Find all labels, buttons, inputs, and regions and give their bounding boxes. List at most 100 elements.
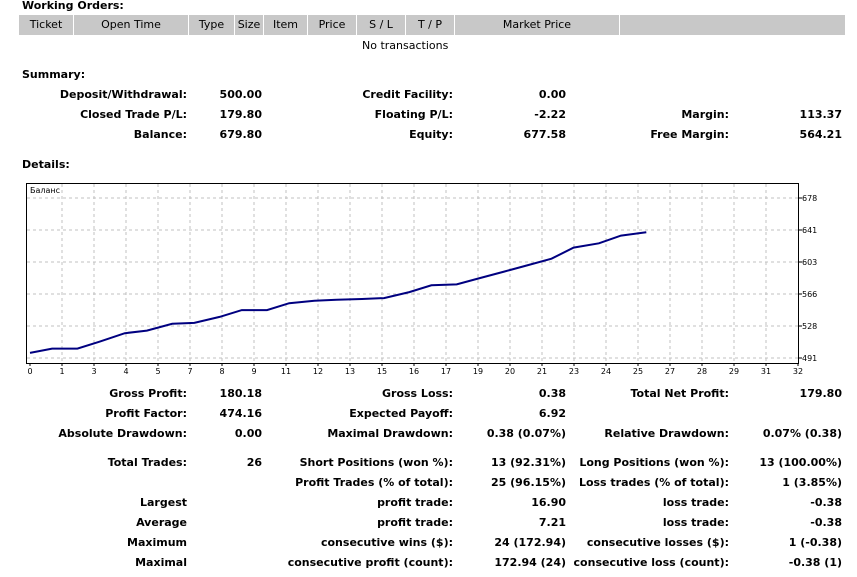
chart-x-tick-label: 4 <box>123 367 128 375</box>
largest-label: Largest <box>140 496 187 509</box>
maximal-label: Maximal <box>135 556 187 569</box>
loss-trades-label: Loss trades (% of total): <box>578 476 729 489</box>
relative-drawdown-value: 0.07% (0.38) <box>762 427 842 440</box>
chart-x-tick-label: 31 <box>761 367 771 375</box>
details-title: Details: <box>22 158 70 171</box>
profit-trades-value: 25 (96.15%) <box>490 476 566 489</box>
deposit-value: 500.00 <box>219 88 262 101</box>
long-positions-label: Long Positions (won %): <box>579 456 729 469</box>
chart-x-tick-label: 13 <box>345 367 355 375</box>
maximum-label: Maximum <box>127 536 187 549</box>
largest-profit-label: profit trade: <box>377 496 453 509</box>
chart-x-tick-label: 29 <box>729 367 739 375</box>
margin-value: 113.37 <box>799 108 842 121</box>
average-loss-label: loss trade: <box>662 516 729 529</box>
col-type[interactable]: Type <box>189 15 235 35</box>
largest-profit-value: 16.90 <box>531 496 566 509</box>
largest-loss-value: -0.38 <box>810 496 842 509</box>
credit-value: 0.00 <box>538 88 566 101</box>
total-trades-label: Total Trades: <box>107 456 187 469</box>
chart-x-tick-label: 24 <box>601 367 611 375</box>
credit-label: Credit Facility: <box>362 88 453 101</box>
long-positions-value: 13 (100.00%) <box>759 456 842 469</box>
col-price[interactable]: Price <box>308 15 357 35</box>
chart-x-tick-label: 15 <box>377 367 387 375</box>
chart-grid <box>27 184 802 366</box>
consecutive-loss-value: -0.38 (1) <box>788 556 842 569</box>
loss-trades-value: 1 (3.85%) <box>782 476 842 489</box>
margin-label: Margin: <box>681 108 729 121</box>
chart-x-tick-label: 21 <box>537 367 547 375</box>
absolute-drawdown-label: Absolute Drawdown: <box>58 427 187 440</box>
chart-x-tick-label: 23 <box>569 367 579 375</box>
average-profit-label: profit trade: <box>377 516 453 529</box>
consecutive-profit-label: consecutive profit (count): <box>287 556 453 569</box>
floating-pl-label: Floating P/L: <box>374 108 453 121</box>
chart-x-tick-label: 32 <box>793 367 803 375</box>
closed-pl-value: 179.80 <box>219 108 262 121</box>
col-market-price[interactable]: Market Price <box>455 15 620 35</box>
maximal-drawdown-value: 0.38 (0.07%) <box>486 427 566 440</box>
chart-x-tick-label: 5 <box>155 367 160 375</box>
no-transactions-text: No transactions <box>362 39 449 52</box>
relative-drawdown-label: Relative Drawdown: <box>604 427 729 440</box>
total-trades-value: 26 <box>246 456 262 469</box>
consecutive-losses-label: consecutive losses ($): <box>586 536 729 549</box>
col-tp[interactable]: T / P <box>406 15 455 35</box>
total-net-profit-value: 179.80 <box>799 387 842 400</box>
chart-x-tick-label: 8 <box>219 367 224 375</box>
chart-y-tick-label: 678 <box>802 194 817 203</box>
gross-profit-value: 180.18 <box>219 387 262 400</box>
free-margin-value: 564.21 <box>799 128 842 141</box>
gross-loss-label: Gross Loss: <box>382 387 453 400</box>
orders-table-header: Ticket Open Time Type Size Item Price S … <box>19 15 845 35</box>
col-size[interactable]: Size <box>235 15 264 35</box>
short-positions-value: 13 (92.31%) <box>490 456 566 469</box>
working-orders-title: Working Orders: <box>22 0 124 12</box>
gross-profit-label: Gross Profit: <box>109 387 187 400</box>
chart-x-tick-label: 9 <box>251 367 256 375</box>
chart-x-tick-label: 1 <box>59 367 64 375</box>
summary-title: Summary: <box>22 68 86 81</box>
floating-pl-value: -2.22 <box>534 108 566 121</box>
deposit-label: Deposit/Withdrawal: <box>59 88 187 101</box>
col-ticket[interactable]: Ticket <box>19 15 74 35</box>
closed-pl-label: Closed Trade P/L: <box>80 108 187 121</box>
col-item[interactable]: Item <box>264 15 308 35</box>
chart-title: Баланс <box>30 186 60 195</box>
consecutive-loss-label: consecutive loss (count): <box>573 556 729 569</box>
chart-x-tick-label: 0 <box>27 367 32 375</box>
maximal-drawdown-label: Maximal Drawdown: <box>327 427 453 440</box>
equity-value: 677.58 <box>523 128 566 141</box>
chart-x-tick-label: 20 <box>505 367 515 375</box>
expected-payoff-label: Expected Payoff: <box>349 407 453 420</box>
col-open-time[interactable]: Open Time <box>74 15 189 35</box>
profit-trades-label: Profit Trades (% of total): <box>295 476 453 489</box>
consecutive-profit-value: 172.94 (24) <box>494 556 566 569</box>
total-net-profit-label: Total Net Profit: <box>630 387 730 400</box>
chart-x-tick-label: 25 <box>633 367 643 375</box>
chart-x-tick-label: 12 <box>313 367 323 375</box>
chart-x-tick-labels: 0 1 3 4 5 7 8 9 11 12 13 15 16 17 19 20 21 23 24 25 27 28 29 31… <box>27 367 803 376</box>
col-sl[interactable]: S / L <box>357 15 406 35</box>
balance-series-line <box>29 231 647 354</box>
chart-x-tick-label: 11 <box>281 367 291 375</box>
chart-y-tick-label: 603 <box>802 258 817 267</box>
chart-plot-frame <box>26 183 799 364</box>
short-positions-label: Short Positions (won %): <box>299 456 453 469</box>
consecutive-wins-value: 24 (172.94) <box>494 536 566 549</box>
profit-factor-value: 474.16 <box>219 407 262 420</box>
largest-loss-label: loss trade: <box>662 496 729 509</box>
consecutive-losses-value: 1 (-0.38) <box>788 536 842 549</box>
consecutive-wins-label: consecutive wins ($): <box>320 536 453 549</box>
chart-y-tick-label: 491 <box>802 354 817 363</box>
balance-value: 679.80 <box>219 128 262 141</box>
chart-y-tick-label: 641 <box>802 226 817 235</box>
chart-y-tick-label: 528 <box>802 322 817 331</box>
profit-factor-label: Profit Factor: <box>105 407 187 420</box>
chart-x-tick-label: 19 <box>473 367 483 375</box>
balance-chart: 678 641 603 566 528 491 0 1 3 4 5 7 8 9 11 12 13 15 16 17 1… <box>19 180 845 376</box>
average-loss-value: -0.38 <box>810 516 842 529</box>
chart-x-tick-label: 3 <box>91 367 96 375</box>
